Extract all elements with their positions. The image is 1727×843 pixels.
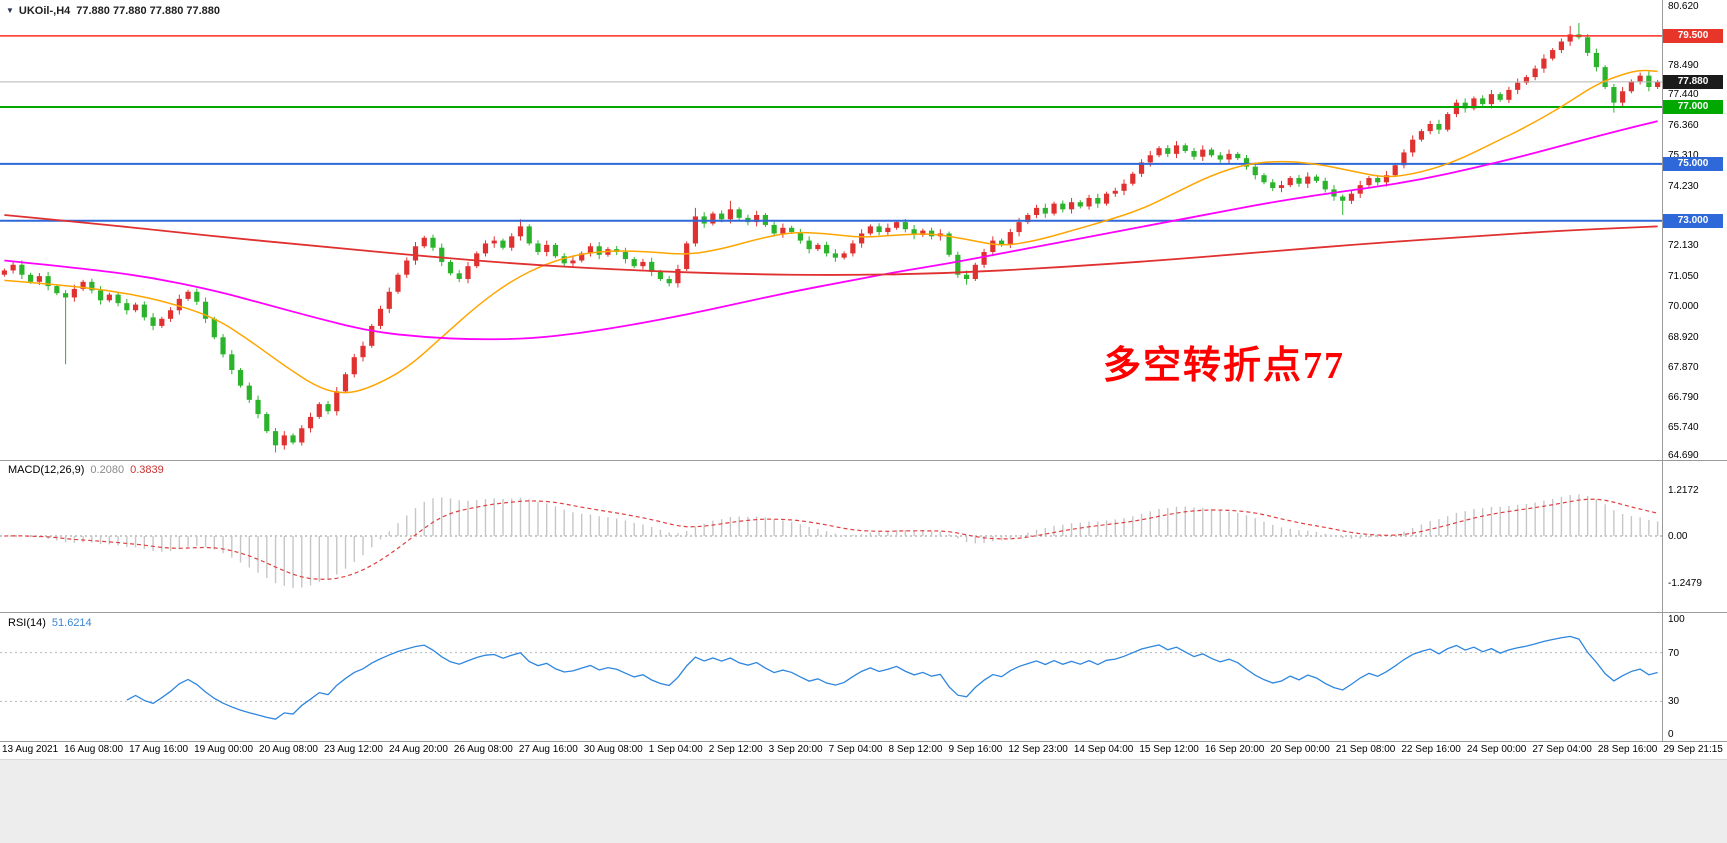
time-axis-label: 1 Sep 04:00	[648, 744, 703, 755]
macd-signal-value: 0.3839	[130, 464, 164, 476]
price-badge: 77.880	[1663, 74, 1723, 89]
time-axis-label: 19 Aug 00:00	[194, 744, 254, 755]
time-axis-label: 21 Sep 08:00	[1335, 744, 1396, 755]
price-axis-label: 78.490	[1668, 59, 1699, 71]
rsi-axis-label: 70	[1668, 647, 1680, 659]
time-axis-label: 8 Sep 12:00	[888, 744, 943, 755]
macd-panel-label: MACD(12,26,9) 0.2080 0.3839	[8, 464, 164, 476]
price-axis-label: 66.790	[1668, 392, 1699, 404]
price-axis-label: 70.000	[1668, 301, 1699, 312]
symbol-timeframe-label: UKOil-,H4	[18, 5, 71, 17]
time-axis-label: 28 Sep 16:00	[1597, 744, 1658, 755]
macd-value: 0.2080	[90, 464, 125, 476]
price-axis-label: 74.230	[1668, 180, 1699, 192]
price-axis-label: 80.620	[1668, 1, 1699, 12]
price-axis-label: 68.920	[1668, 331, 1699, 343]
time-axis-label: 16 Aug 08:00	[64, 744, 124, 755]
time-axis-label: 24 Aug 20:00	[388, 744, 448, 755]
time-axis-label: 16 Sep 20:00	[1204, 744, 1265, 755]
rsi-value: 51.6214	[51, 617, 92, 629]
time-axis-label: 22 Sep 16:00	[1401, 744, 1461, 755]
time-axis-label: 17 Aug 16:00	[129, 744, 189, 755]
rsi-indicator-name: RSI(14)	[8, 617, 46, 629]
time-axis-label: 20 Sep 00:00	[1270, 744, 1330, 755]
macd-indicator-name: MACD(12,26,9)	[8, 464, 85, 476]
symbol-info-bar: ▼ UKOil-,H4 77.880 77.880 77.880 77.880	[6, 5, 220, 17]
time-axis-label: 23 Aug 12:00	[323, 744, 383, 755]
bottom-gray-area	[0, 759, 1727, 843]
time-axis-label: 15 Sep 12:00	[1139, 744, 1199, 755]
time-axis-label: 9 Sep 16:00	[948, 744, 1003, 755]
time-axis-label: 30 Aug 08:00	[583, 744, 643, 755]
time-axis-label: 12 Sep 23:00	[1008, 744, 1068, 755]
time-axis-label: 27 Sep 04:00	[1532, 744, 1592, 755]
time-axis-label: 20 Aug 08:00	[259, 744, 318, 755]
price-axis-label: 76.360	[1668, 120, 1699, 132]
price-axis-label: 64.690	[1668, 450, 1699, 461]
price-axis-label: 72.130	[1668, 240, 1699, 252]
time-axis-label: 3 Sep 20:00	[768, 744, 823, 755]
price-badge: 79.500	[1663, 28, 1723, 43]
price-axis-label: 75.310	[1668, 150, 1699, 161]
time-axis-label: 26 Aug 08:00	[453, 744, 513, 755]
price-axis-label: 71.050	[1668, 271, 1699, 283]
price-axis-label: 77.440	[1668, 89, 1699, 101]
price-badge: 73.000	[1663, 213, 1723, 228]
rsi-axis-label: 30	[1668, 696, 1680, 708]
rsi-panel-label: RSI(14) 51.6214	[8, 617, 92, 629]
macd-axis-label: -1.2479	[1668, 578, 1702, 590]
macd-axis-label: 1.2172	[1668, 484, 1699, 496]
time-axis-label: 24 Sep 00:00	[1466, 744, 1527, 755]
price-badge: 77.000	[1663, 99, 1723, 114]
time-scale[interactable]: 13 Aug 2021 16 Aug 08:00 17 Aug 16:00 19 Au…	[0, 744, 1725, 755]
price-axis-label: 65.740	[1668, 422, 1699, 434]
time-axis-label: 13 Aug 2021	[2, 744, 59, 755]
symbol-dropdown-icon[interactable]: ▼	[6, 6, 14, 15]
time-axis-label: 7 Sep 04:00	[828, 744, 883, 755]
price-axis-label: 67.870	[1668, 361, 1699, 373]
chart-annotation-text: 多空转折点77	[1103, 345, 1346, 387]
time-axis-label: 14 Sep 04:00	[1073, 744, 1134, 755]
time-axis-label: 29 Sep 21:15	[1663, 744, 1723, 755]
time-axis-label: 27 Aug 16:00	[518, 744, 578, 755]
rsi-axis-label: 100	[1668, 614, 1685, 625]
price-badge: 75.000	[1663, 156, 1723, 171]
time-axis-label: 2 Sep 12:00	[708, 744, 763, 755]
rsi-axis-label: 0	[1668, 729, 1674, 740]
ohlc-quotes: 77.880 77.880 77.880 77.880	[76, 5, 221, 17]
macd-axis-label: 0.00	[1668, 531, 1688, 542]
